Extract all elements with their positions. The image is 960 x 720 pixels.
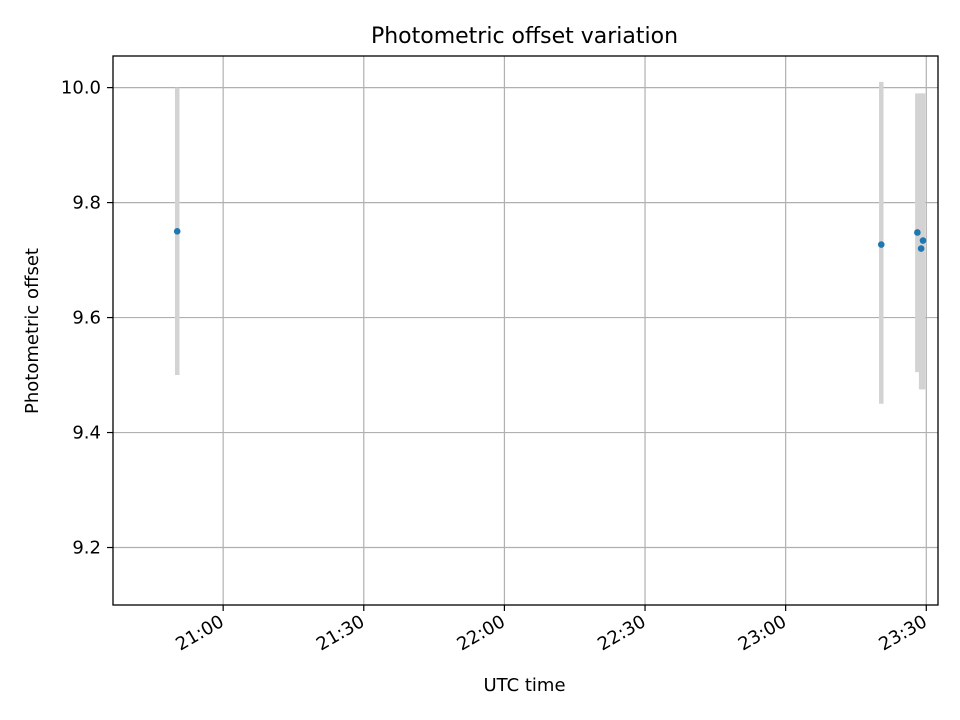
chart-title: Photometric offset variation	[371, 24, 678, 49]
x-ticks: 21:0021:3022:0022:3023:0023:3000:0000:30…	[172, 605, 931, 655]
x-axis-label: UTC time	[483, 675, 565, 696]
data-points	[173, 228, 927, 252]
data-point	[173, 228, 181, 235]
y-tick-label: 9.4	[72, 423, 101, 444]
x-tick-label: 21:30	[313, 611, 368, 655]
y-tick-label: 10.0	[61, 78, 101, 99]
data-point	[919, 237, 927, 244]
data-point	[914, 229, 921, 236]
data-point	[917, 245, 925, 252]
plot-frame	[112, 55, 939, 606]
x-tick-label: 23:00	[735, 611, 790, 655]
x-tick-label: 22:00	[453, 611, 508, 655]
grid	[113, 56, 938, 605]
y-tick-label: 9.6	[72, 308, 101, 329]
y-ticks: 9.2 9.4 9.6 9.8 10.0	[61, 78, 113, 559]
y-tick-label: 9.8	[72, 193, 101, 214]
y-tick-label: 9.2	[72, 538, 101, 559]
errorbars	[174, 81, 926, 404]
x-tick-label: 21:00	[172, 611, 227, 655]
data-point	[877, 241, 885, 248]
x-tick-label: 22:30	[594, 611, 649, 655]
y-axis-label: Photometric offset	[22, 248, 43, 414]
x-tick-label: 23:30	[875, 611, 930, 655]
